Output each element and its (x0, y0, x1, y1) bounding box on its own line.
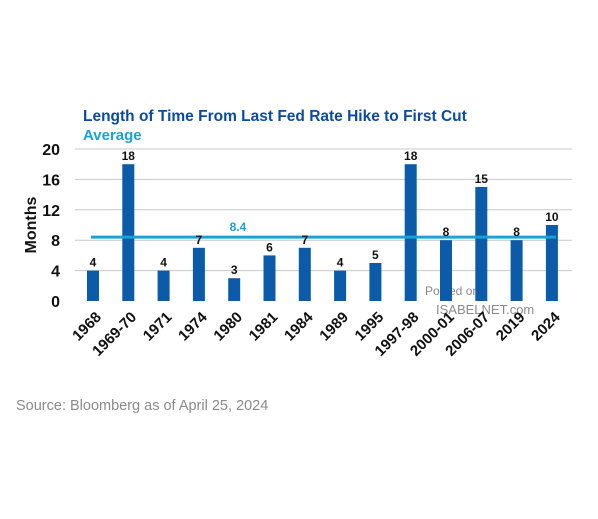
y-tick-label: 20 (42, 142, 60, 159)
bar (263, 255, 276, 301)
y-tick-label: 8 (51, 233, 60, 250)
data-label: 8 (513, 225, 520, 239)
data-label: 8 (443, 225, 450, 239)
data-label: 18 (122, 149, 136, 163)
x-tick-label: 1974 (175, 308, 211, 344)
x-tick-label: 1989 (316, 309, 352, 345)
bar (334, 270, 347, 301)
data-label: 4 (160, 256, 167, 270)
watermark-line2: ISABELNET.com (436, 302, 534, 317)
source-note: Source: Bloomberg as of April 25, 2024 (16, 398, 269, 414)
chart-title: Length of Time From Last Fed Rate Hike t… (83, 108, 467, 125)
data-label: 6 (266, 240, 273, 254)
bar (192, 247, 205, 301)
data-label: 4 (337, 256, 344, 270)
y-tick-label: 4 (51, 264, 60, 281)
bar (510, 240, 523, 301)
y-axis-ticks: 0 4 8 12 16 20 (42, 142, 60, 311)
y-tick-label: 0 (51, 294, 60, 311)
y-tick-label: 16 (42, 172, 60, 189)
bar (369, 263, 382, 301)
y-tick-label: 12 (42, 203, 60, 220)
bar-series (87, 164, 558, 301)
data-label: 5 (372, 248, 379, 262)
x-tick-label: 1981 (246, 309, 282, 345)
data-label: 4 (90, 256, 97, 270)
data-labels: 4 18 4 7 3 6 7 4 5 18 8 15 8 10 (90, 149, 559, 277)
bar (440, 240, 452, 301)
y-axis-label: Months (23, 196, 40, 253)
bar (298, 247, 311, 301)
data-label: 18 (404, 149, 418, 163)
bar (475, 187, 488, 301)
data-label: 7 (301, 233, 308, 247)
average-label: 8.4 (230, 220, 247, 234)
watermark: Posted on ISABELNET.com (425, 284, 534, 317)
x-tick-label: 1971 (140, 309, 176, 345)
data-label: 15 (475, 172, 489, 186)
bar (404, 164, 417, 301)
data-label: 7 (196, 233, 203, 247)
bar (122, 164, 135, 301)
x-tick-label: 1984 (281, 308, 317, 344)
chart-subtitle: Average (83, 127, 142, 144)
bar (157, 270, 170, 301)
data-label: 10 (545, 210, 559, 224)
bar (545, 225, 558, 301)
gridlines (75, 148, 572, 272)
data-label: 3 (231, 263, 238, 277)
x-tick-label: 1980 (210, 309, 246, 345)
watermark-line1: Posted on (425, 284, 479, 298)
bar (228, 278, 241, 301)
average-line-group: 8.4 (91, 220, 556, 239)
bar (87, 270, 99, 301)
